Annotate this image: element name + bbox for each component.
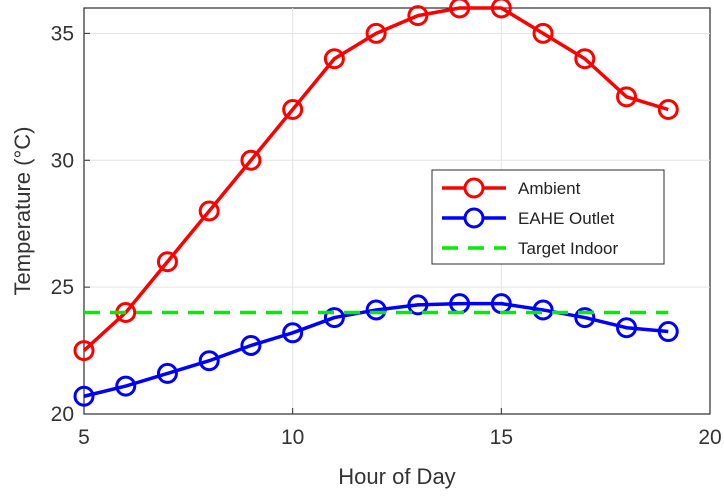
x-tick-label: 20 <box>698 426 721 449</box>
x-tick-label: 10 <box>281 426 304 449</box>
x-axis-title: Hour of Day <box>338 464 455 489</box>
data-point <box>73 340 95 362</box>
series-line <box>83 301 669 398</box>
y-tick-label: 25 <box>51 276 74 299</box>
legend-item: Target Indoor <box>442 239 619 258</box>
data-point <box>616 317 638 339</box>
legend: Ambient EAHE Outlet Target Indoor <box>431 169 665 265</box>
data-point <box>323 48 345 70</box>
legend-label: EAHE Outlet <box>518 209 615 228</box>
data-point <box>240 334 262 356</box>
data-point <box>365 22 387 44</box>
legend-item: EAHE Outlet <box>442 207 615 229</box>
axis-ticks: 5 10 15 20 20 25 30 35 <box>51 22 722 449</box>
data-point <box>532 22 554 44</box>
data-point <box>574 48 596 70</box>
data-point <box>657 321 679 343</box>
legend-label: Ambient <box>518 179 581 198</box>
data-point <box>532 299 554 321</box>
series-layer <box>73 0 679 407</box>
y-tick-label: 35 <box>51 22 74 45</box>
data-point <box>616 86 638 108</box>
data-point <box>490 293 512 315</box>
legend-item: Ambient <box>442 177 581 199</box>
data-point <box>407 294 429 316</box>
x-tick-label: 15 <box>490 426 513 449</box>
legend-marker <box>463 207 485 229</box>
series-line <box>82 6 669 352</box>
y-tick-label: 20 <box>51 403 74 426</box>
grid-lines <box>84 8 710 414</box>
data-point <box>198 350 220 372</box>
data-point <box>365 299 387 321</box>
data-point <box>323 307 345 329</box>
legend-label: Target Indoor <box>518 239 619 258</box>
data-point <box>282 99 304 120</box>
series-ambient <box>73 0 679 362</box>
data-point <box>490 0 512 19</box>
y-tick-label: 30 <box>51 149 74 172</box>
x-tick-label: 5 <box>78 426 90 449</box>
data-point <box>407 5 429 27</box>
data-point <box>156 362 178 384</box>
data-point <box>198 200 220 222</box>
data-point <box>115 375 137 397</box>
data-point <box>449 293 471 315</box>
data-point <box>282 322 304 344</box>
series-eahe-outlet <box>73 293 679 407</box>
data-point <box>73 385 95 407</box>
data-point <box>449 0 471 19</box>
data-point <box>657 99 679 120</box>
data-point <box>240 149 262 171</box>
data-point <box>574 307 596 329</box>
y-axis-title: Temperature (°C) <box>10 127 35 296</box>
legend-marker <box>463 177 485 199</box>
data-point <box>156 251 178 273</box>
